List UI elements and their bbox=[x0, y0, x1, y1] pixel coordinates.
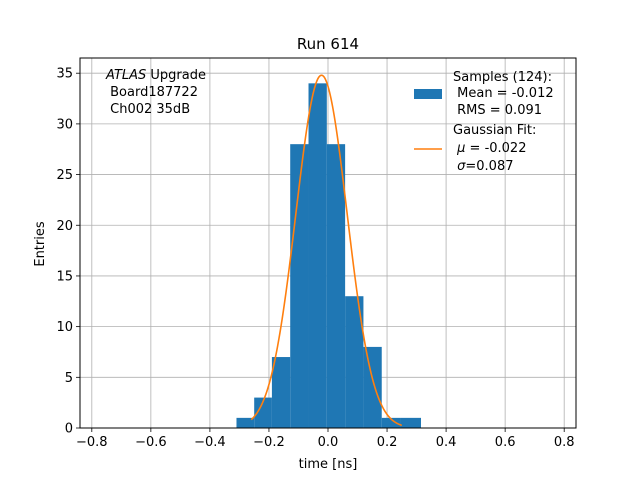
x-tick-label: 0.4 bbox=[436, 435, 457, 450]
histogram-bar bbox=[363, 346, 382, 428]
x-axis-ticks: −0.8 −0.6 −0.4 −0.2 0.0 0.2 0.4 0.6 0.8 bbox=[76, 428, 575, 450]
x-tick-label: −0.6 bbox=[135, 435, 167, 450]
x-tick-label: −0.2 bbox=[253, 435, 285, 450]
histogram-bar bbox=[290, 144, 309, 429]
sigma-symbol: σ bbox=[453, 159, 466, 174]
histogram-bar bbox=[381, 417, 401, 428]
fit-line bbox=[250, 74, 403, 427]
y-tick-label: 25 bbox=[56, 168, 73, 183]
legend: Samples (124): Mean = -0.012 RMS = 0.091… bbox=[414, 70, 554, 174]
histogram-bar bbox=[345, 296, 364, 428]
y-tick-label: 10 bbox=[56, 320, 73, 335]
histogram-bar bbox=[308, 83, 327, 428]
annotation-experiment: ATLAS bbox=[105, 68, 146, 83]
histogram-bars bbox=[236, 83, 421, 429]
legend-fit-title: Gaussian Fit: bbox=[453, 123, 536, 138]
x-tick-label: 0.0 bbox=[318, 435, 339, 450]
y-tick-label: 30 bbox=[56, 117, 73, 132]
legend-samples-title: Samples (124): bbox=[453, 70, 552, 85]
histogram-bar bbox=[326, 144, 346, 429]
histogram-bar bbox=[271, 357, 291, 428]
y-tick-label: 15 bbox=[56, 269, 73, 284]
histogram-bar bbox=[400, 417, 421, 428]
histogram-bar bbox=[236, 417, 255, 428]
mu-symbol: μ bbox=[453, 141, 465, 156]
histogram-bar bbox=[254, 397, 272, 428]
y-tick-label: 35 bbox=[56, 67, 73, 82]
y-tick-label: 0 bbox=[65, 422, 73, 437]
gaussian-fit-curve bbox=[250, 74, 403, 427]
y-tick-label: 5 bbox=[65, 371, 73, 386]
annotation-board: Board187722 bbox=[106, 85, 198, 100]
x-tick-label: −0.4 bbox=[194, 435, 226, 450]
legend-samples-rms: RMS = 0.091 bbox=[453, 103, 542, 118]
x-tick-label: 0.2 bbox=[377, 435, 398, 450]
legend-samples-swatch bbox=[414, 89, 442, 99]
y-axis-label: Entries bbox=[33, 221, 48, 267]
legend-fit-mu-value: = -0.022 bbox=[465, 141, 526, 156]
y-tick-label: 20 bbox=[56, 219, 73, 234]
annotation-box: ATLAS Upgrade Board187722 Ch002 35dB bbox=[105, 68, 206, 117]
x-tick-label: 0.6 bbox=[495, 435, 516, 450]
legend-fit-mu: μ = -0.022 bbox=[453, 141, 526, 156]
legend-fit-sigma: σ=0.087 bbox=[453, 159, 513, 174]
chart-title: Run 614 bbox=[297, 35, 359, 53]
annotation-experiment-line: ATLAS Upgrade bbox=[105, 68, 206, 83]
annotation-channel: Ch002 35dB bbox=[106, 102, 190, 117]
legend-samples-mean: Mean = -0.012 bbox=[453, 86, 554, 101]
x-axis-label: time [ns] bbox=[299, 457, 358, 472]
legend-fit-sigma-value: =0.087 bbox=[465, 159, 513, 174]
x-tick-label: 0.8 bbox=[554, 435, 575, 450]
y-axis-ticks: 0 5 10 15 20 25 30 35 bbox=[56, 67, 80, 437]
x-tick-label: −0.8 bbox=[76, 435, 108, 450]
annotation-experiment-suffix: Upgrade bbox=[146, 68, 206, 83]
